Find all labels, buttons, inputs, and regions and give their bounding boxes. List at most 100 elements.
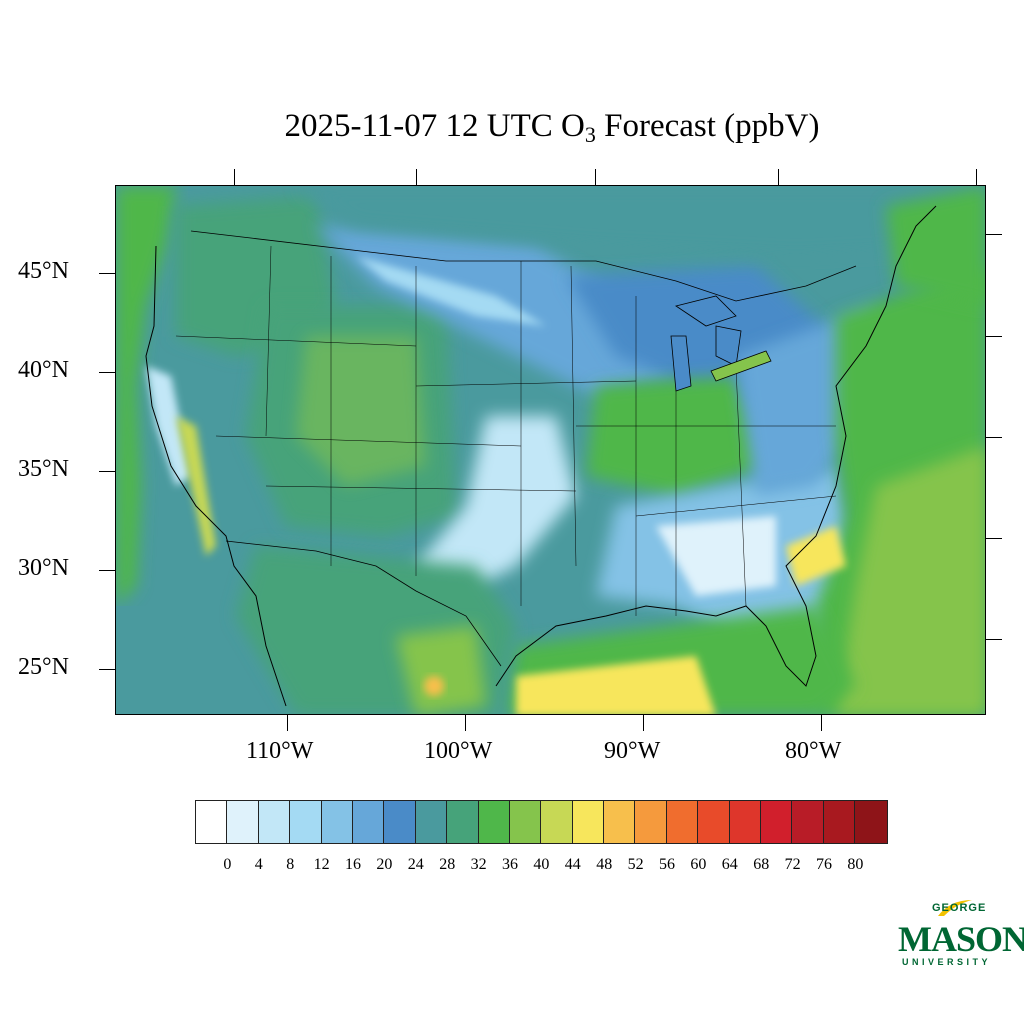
longitude-label: 80°W [785,738,842,764]
northern-plains-low-region [356,256,546,326]
latitude-label: 35°N [18,456,69,482]
colorbar-swatch [698,801,730,843]
logo-university-text: UNIVERSITY [902,957,992,967]
colorbar-swatch [761,801,793,843]
gmu-logo: GEORGE MASON UNIVERSITY [896,898,1024,972]
top-tick [595,169,596,185]
colorbar-label: 80 [847,856,864,873]
right-tick [986,336,1002,337]
latitude-label: 45°N [18,258,69,284]
colorbar-swatch [478,801,510,843]
lake-superior [675,295,737,327]
gulf-high-region [516,656,716,714]
colorbar-swatch [384,801,416,843]
color-legend [195,800,888,844]
atlantic-high-spot [786,526,846,586]
colorbar-swatch [258,801,291,843]
colorbar-label: 44 [564,856,581,873]
bottom-tick [821,715,822,731]
california-low-region [146,366,191,486]
colorbar-label: 4 [254,856,263,873]
east-gulf-coastline [495,205,937,687]
canada-region [296,186,985,256]
colorbar-label: 16 [345,856,361,873]
colorbar-swatch [729,801,762,843]
colorbar-swatch [447,801,479,843]
longitude-label: 110°W [246,738,314,764]
pacific-south-region [116,606,206,714]
colorbar-label: 68 [753,856,770,873]
colorbar-swatch [572,801,605,843]
colorbar-label: 28 [439,856,456,873]
lake-erie [710,350,772,382]
colorbar-label: 52 [627,856,644,873]
colorbar-swatch [196,801,228,843]
colorbar-swatch [855,801,887,843]
latitude-label: 30°N [18,555,69,581]
colorbar-label: 76 [816,856,832,873]
left-tick [99,570,115,571]
colorbar-label: 0 [223,856,232,873]
atlantic-outer-region [836,446,985,714]
left-tick [99,372,115,373]
right-tick [986,234,1002,235]
longitude-label: 90°W [604,738,661,764]
colorbar-label: 32 [470,856,487,873]
map-canvas [116,186,985,714]
colorbar-swatch [227,801,259,843]
colorbar-swatch [635,801,667,843]
central-valley-region [176,416,216,556]
bottom-tick [287,715,288,731]
right-tick [986,639,1002,640]
left-tick [99,471,115,472]
colorbar-label: 8 [286,856,295,873]
lake-michigan [670,335,692,392]
colorbar-label: 40 [533,856,550,873]
colorbar-swatch [666,801,699,843]
latitude-label: 40°N [18,357,69,383]
colorbar-label: 72 [784,856,801,873]
left-tick [99,669,115,670]
colorbar-swatch [352,801,385,843]
southeast-low-region [656,516,776,596]
bottom-tick [465,715,466,731]
colorbar-label: 24 [407,856,424,873]
right-tick [986,437,1002,438]
colorbar-label: 48 [596,856,613,873]
colorbar-swatch [509,801,542,843]
top-tick [234,169,235,185]
pacific-ozone-region [116,186,176,606]
latitude-label: 25°N [18,654,69,680]
colorbar-swatch [823,801,856,843]
colorbar-swatch [415,801,448,843]
map-title: 2025-11-07 12 UTC O3 Forecast (ppbV) [284,108,820,147]
colorbar-swatch [541,801,573,843]
west-coastline [145,245,287,707]
colorbar-swatch [290,801,322,843]
logo-swoosh-icon [938,900,972,916]
colorbar-label: 64 [721,856,738,873]
central-plains-region [416,416,576,606]
longitude-label: 100°W [424,738,493,764]
top-tick [976,169,977,185]
logo-george-text: GEORGE [932,902,987,914]
colorbar-label: 20 [376,856,393,873]
logo-mason-text: MASON [898,919,1024,959]
ozone-map [115,185,986,715]
top-tick [778,169,779,185]
colorbar-label: 56 [659,856,675,873]
colorbar-label: 36 [502,856,518,873]
bottom-tick [643,715,644,731]
rockies-high-region [296,336,426,486]
right-tick [986,538,1002,539]
mexico-hotspot [424,676,444,696]
top-tick [416,169,417,185]
left-tick [99,273,115,274]
mexico-high-region [396,626,486,714]
us-mexico-border [225,540,502,667]
us-canada-border [190,230,857,302]
colorbar-swatch [792,801,824,843]
colorbar-label: 12 [313,856,330,873]
colorbar-label: 60 [690,856,707,873]
northeast-canada-region [886,186,985,306]
